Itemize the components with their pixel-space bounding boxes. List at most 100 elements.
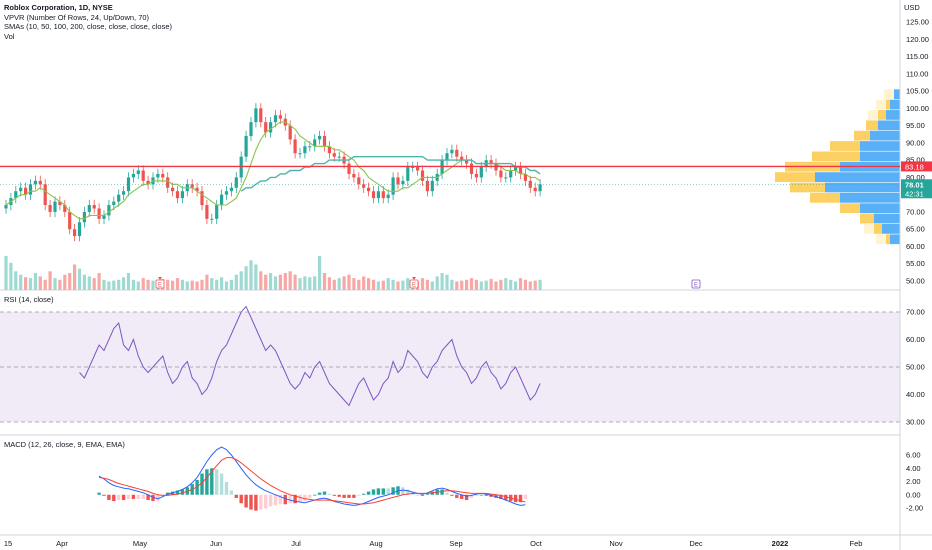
volume-bar-56 <box>278 274 282 290</box>
candle-body-31 <box>156 173 160 178</box>
macd-hist-57 <box>283 494 287 505</box>
rsi-tick-50.00: 50.00 <box>906 363 925 372</box>
macd-hist-65 <box>322 491 327 495</box>
symbol-title[interactable]: Roblox Corporation, 1D, NYSE <box>4 3 113 12</box>
candle-body-27 <box>136 170 140 174</box>
candle-body-53 <box>264 122 268 133</box>
candle-body-60 <box>298 153 302 155</box>
candle-body-93 <box>460 156 464 161</box>
currency-label[interactable]: USD <box>904 3 920 12</box>
macd-hist-45 <box>224 482 229 495</box>
vp-ext-14 <box>876 234 886 245</box>
indicator-legend: Roblox Corporation, 1D, NYSE VPVR (Numbe… <box>4 3 172 41</box>
candle-body-105 <box>518 167 523 174</box>
time-axis[interactable]: 15 Apr May Jun Jul Aug Sep Oct Nov Dec 2022 Feb <box>4 539 863 548</box>
candle-body-46 <box>229 187 233 192</box>
candle-body-14 <box>73 229 77 237</box>
volume-bar-34 <box>171 280 175 290</box>
candle-body-16 <box>82 211 86 223</box>
price-axis[interactable]: 125.00 120.00 115.00 110.00 105.00 100.00 95.0… <box>906 18 929 513</box>
macd-hist-22 <box>112 494 116 502</box>
macd-hist-25 <box>126 494 131 499</box>
vp-down-9 <box>790 182 825 193</box>
volume-bar-38 <box>190 280 194 290</box>
candlesticks <box>4 103 542 242</box>
volume-bar-74 <box>367 278 371 290</box>
volume-bar-19 <box>97 273 101 290</box>
moving-averages <box>5 121 541 220</box>
vp-up-13 <box>882 224 900 234</box>
candle-body-82 <box>406 167 410 181</box>
volume-bar-57 <box>283 273 287 290</box>
vp-ext-2 <box>868 110 878 120</box>
volume-bar-2 <box>14 271 18 290</box>
volume-bar-0 <box>4 256 8 290</box>
vpvr-legend[interactable]: VPVR (Number Of Rows, 24, Up/Down, 70) <box>4 12 150 22</box>
rsi-tick-70.00: 70.00 <box>906 308 925 317</box>
macd-hist-74 <box>366 491 371 495</box>
volume-bar-17 <box>87 276 91 290</box>
candle-body-47 <box>234 177 238 188</box>
macd-hist-90 <box>445 492 449 495</box>
earnings-arrow-0 <box>158 277 162 280</box>
vp-down-6 <box>812 151 860 162</box>
candle-body-12 <box>63 205 67 212</box>
candle-body-49 <box>244 135 248 157</box>
volume-bar-4 <box>24 277 28 290</box>
macd-hist-58 <box>288 494 292 504</box>
candle-body-81 <box>401 180 405 185</box>
volume-bar-13 <box>68 273 72 290</box>
vp-down-13 <box>874 224 882 234</box>
resistance-tag-text: 83.18 <box>905 162 924 171</box>
candle-body-90 <box>445 153 449 161</box>
volume-bar-106 <box>523 279 527 290</box>
vp-ext-1 <box>876 99 886 110</box>
candle-body-99 <box>489 160 493 164</box>
volume-bar-64 <box>318 256 322 290</box>
volume-bar-65 <box>322 273 327 290</box>
vp-up-3 <box>878 120 900 131</box>
macd-hist-40 <box>200 473 204 495</box>
vp-up-12 <box>874 213 900 224</box>
macd-hist-95 <box>469 494 474 498</box>
macd-legend[interactable]: MACD (12, 26, close, 9, EMA, EMA) <box>4 440 125 449</box>
volume-bar-79 <box>391 279 395 290</box>
macd-hist-68 <box>337 494 341 497</box>
volume-bar-59 <box>293 274 297 290</box>
volume-bar-100 <box>494 281 498 290</box>
volume-bar-12 <box>63 274 67 290</box>
volume-bar-16 <box>82 274 86 290</box>
volume-bar-21 <box>107 281 111 290</box>
volume-bar-44 <box>220 277 224 290</box>
volume-bar-24 <box>122 277 126 290</box>
time-tick-3: Jun <box>210 539 222 548</box>
rsi-series <box>79 305 541 407</box>
horizontal-line[interactable] <box>0 165 900 185</box>
volume-bar-109 <box>538 279 542 290</box>
volume-bar-61 <box>303 276 307 290</box>
price-tick-90.00: 90.00 <box>906 138 925 147</box>
macd-hist-28 <box>141 494 145 499</box>
vp-down-10 <box>810 192 840 203</box>
macd-hist-60 <box>298 494 302 503</box>
rsi-legend[interactable]: RSI (14, close) <box>4 295 54 304</box>
macd-hist-44 <box>219 473 224 495</box>
volume-bar-81 <box>401 280 405 290</box>
vp-down-4 <box>854 130 870 141</box>
volume-legend[interactable]: Vol <box>4 31 15 41</box>
candle-body-42 <box>210 218 214 220</box>
sma-legend[interactable]: SMAs (10, 50, 100, 200, close, close, cl… <box>4 22 172 31</box>
candle-body-43 <box>215 205 219 219</box>
vp-up-6 <box>860 151 900 162</box>
macd-hist-31 <box>156 494 160 502</box>
macd-hist-84 <box>415 494 420 496</box>
price-tick-65.00: 65.00 <box>906 225 925 234</box>
candle-body-51 <box>254 108 258 123</box>
candle-body-41 <box>205 205 209 219</box>
volume-bar-108 <box>533 280 537 290</box>
volume-bar-18 <box>92 278 96 290</box>
candle-body-17 <box>87 205 91 212</box>
